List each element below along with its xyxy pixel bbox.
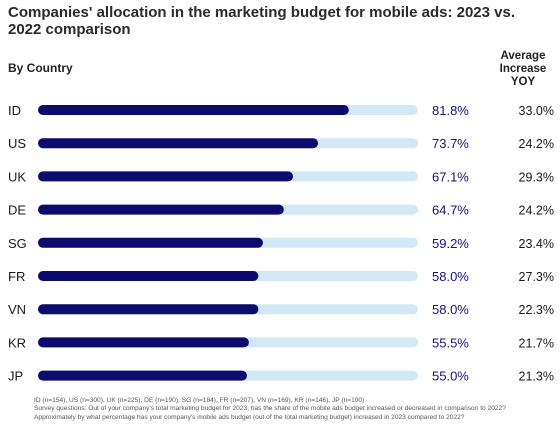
value-label-sg: 59.2%: [432, 236, 469, 251]
footnote: ID (n=154), US (n=300), UK (n=225), DE (…: [34, 397, 554, 422]
bar-fr: [38, 271, 259, 281]
bar-de: [38, 204, 284, 215]
value-label-id: 81.8%: [432, 103, 469, 118]
bar-us: [38, 138, 319, 149]
avg-increase-header: Average Increase YOY: [499, 50, 547, 88]
chart-title: Companies' allocation in the marketing b…: [8, 4, 516, 38]
avg-increase-kr: 21.7%: [519, 336, 554, 350]
avg-increase-us: 24.2%: [519, 137, 554, 151]
value-label-de: 64.7%: [432, 203, 469, 218]
bar-uk: [38, 171, 293, 182]
category-label-kr: KR: [8, 335, 26, 350]
value-label-jp: 55.0%: [432, 369, 469, 384]
footnote-sample-sizes: ID (n=154), US (n=300), UK (n=225), DE (…: [34, 397, 365, 404]
bar-jp: [38, 370, 247, 381]
category-label-fr: FR: [8, 269, 25, 284]
avg-increase-uk: 29.3%: [519, 170, 554, 184]
avg-increase-jp: 21.3%: [519, 370, 554, 384]
value-label-kr: 55.5%: [432, 335, 469, 350]
value-label-fr: 58.0%: [432, 269, 469, 284]
avg-increase-vn: 22.3%: [519, 303, 554, 317]
category-label-jp: JP: [8, 369, 23, 384]
bar-vn: [38, 304, 259, 315]
avg-increase-fr: 27.3%: [519, 270, 554, 284]
bar-kr: [38, 337, 249, 348]
category-label-de: DE: [8, 203, 26, 218]
footnote-question-1: Survey questions: Out of your company's …: [34, 405, 506, 413]
bar-id: [38, 105, 349, 115]
avg-increase-sg: 23.4%: [519, 237, 554, 251]
value-label-us: 73.7%: [432, 136, 469, 151]
category-label-id: ID: [8, 103, 21, 118]
avg-increase-id: 33.0%: [519, 104, 554, 118]
avg-increase-de: 24.2%: [519, 204, 554, 218]
category-header: By Country: [8, 61, 73, 75]
bar-sg: [38, 237, 263, 248]
category-label-vn: VN: [8, 302, 26, 317]
category-label-us: US: [8, 136, 26, 151]
value-label-vn: 58.0%: [432, 302, 469, 317]
category-label-uk: UK: [8, 169, 26, 184]
value-label-uk: 67.1%: [432, 169, 469, 184]
category-label-sg: SG: [8, 236, 27, 251]
footnote-question-2: Approximately by what percentage has you…: [34, 413, 465, 421]
